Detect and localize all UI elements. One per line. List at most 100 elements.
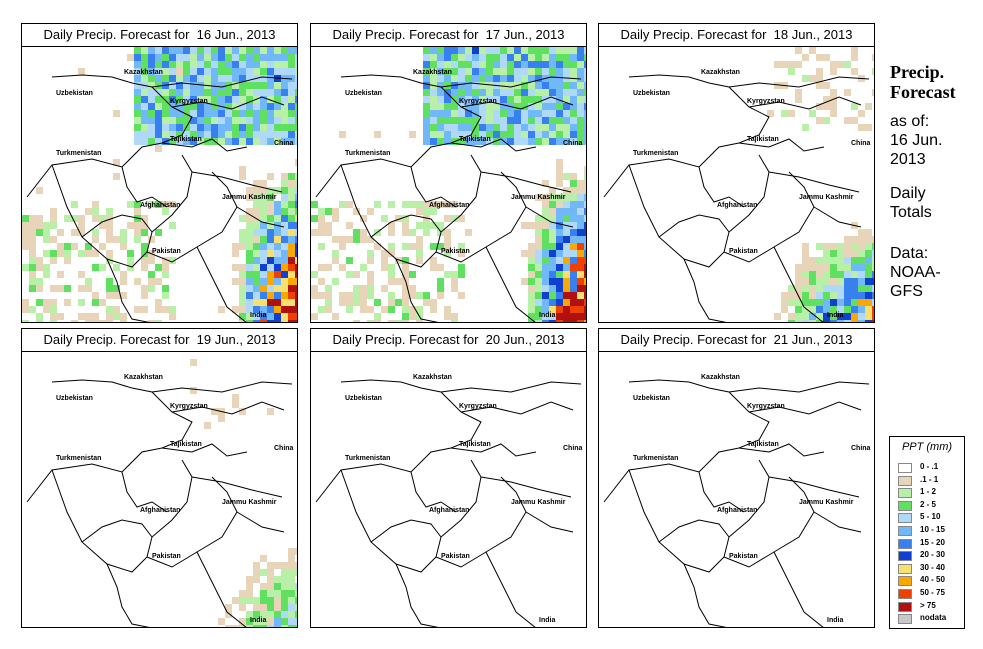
precip-cell	[528, 47, 535, 54]
precip-cell	[78, 229, 85, 236]
precip-cell	[36, 278, 43, 285]
precip-cell	[493, 89, 500, 96]
precip-cell	[274, 243, 281, 250]
precip-cell	[507, 138, 514, 145]
border-line	[435, 476, 527, 568]
precip-cell	[549, 257, 556, 264]
precip-cell	[43, 250, 50, 257]
precip-cell	[85, 250, 92, 257]
precip-cell	[563, 68, 570, 75]
precip-cell	[851, 320, 858, 322]
precip-cell	[402, 306, 409, 313]
precip-cell	[57, 250, 64, 257]
precip-cell	[367, 320, 374, 322]
precip-cell	[528, 278, 535, 285]
precip-cell	[281, 61, 288, 68]
precip-cell	[197, 138, 204, 145]
precip-cell	[521, 131, 528, 138]
precip-cell	[809, 285, 816, 292]
precip-cell	[211, 47, 218, 54]
precip-cell	[360, 299, 367, 306]
precip-cell	[260, 625, 267, 627]
precip-cell	[339, 243, 346, 250]
precip-cell	[155, 145, 162, 152]
precip-cell	[486, 117, 493, 124]
border-line	[738, 443, 825, 457]
precip-cell	[542, 320, 549, 322]
precip-cell	[500, 110, 507, 117]
country-label: Kyrgyzstan	[170, 98, 208, 105]
precip-cell	[288, 618, 295, 625]
precip-cell	[858, 229, 865, 236]
precip-cell	[141, 229, 148, 236]
precip-cell	[218, 110, 225, 117]
precip-cell	[528, 306, 535, 313]
precip-cell	[570, 299, 577, 306]
precip-cell	[64, 250, 71, 257]
precip-cell	[570, 173, 577, 180]
precip-cell	[535, 110, 542, 117]
precip-cell	[204, 47, 211, 54]
precip-cell	[204, 61, 211, 68]
precip-cell	[479, 54, 486, 61]
precip-cell	[267, 590, 274, 597]
precip-cell	[556, 68, 563, 75]
precip-cell	[556, 264, 563, 271]
precip-cell	[472, 131, 479, 138]
precip-cell	[43, 236, 50, 243]
precip-cell	[851, 264, 858, 271]
title-line1: Precip.	[890, 62, 945, 82]
precip-cell	[162, 306, 169, 313]
precip-cell	[318, 208, 325, 215]
precip-cell	[549, 47, 556, 54]
precip-cell	[267, 583, 274, 590]
precip-cell	[239, 173, 246, 180]
precip-cell	[288, 264, 295, 271]
precip-cell	[246, 278, 253, 285]
precip-cell	[556, 138, 563, 145]
precip-cell	[148, 89, 155, 96]
precip-cell	[127, 264, 134, 271]
precip-cell	[493, 103, 500, 110]
precip-cell	[169, 313, 176, 320]
precip-cell	[57, 243, 64, 250]
totals-line1: Daily	[890, 185, 926, 202]
precip-cell	[535, 75, 542, 82]
precip-cell	[816, 299, 823, 306]
precip-cell	[267, 201, 274, 208]
precip-cell	[816, 54, 823, 61]
precip-map: Kazakhstan Uzbekistan Kyrgyzstan Tajikistan…	[599, 351, 874, 627]
precip-cell	[556, 75, 563, 82]
border-line	[723, 476, 815, 568]
precip-cell	[225, 138, 232, 145]
precip-cell	[844, 61, 851, 68]
country-label: India	[827, 617, 843, 624]
map-svg: KazakhstanUzbekistanKyrgyzstanTajikistan…	[603, 47, 874, 322]
precip-cell	[274, 604, 281, 611]
precip-cell	[844, 285, 851, 292]
precip-cell	[444, 82, 451, 89]
precip-cell	[570, 110, 577, 117]
precip-cell	[295, 110, 297, 117]
precip-cell	[528, 131, 535, 138]
precip-cell	[809, 313, 816, 320]
precip-cell	[844, 117, 851, 124]
precip-cell	[295, 625, 297, 627]
precip-cell	[288, 320, 295, 322]
precip-cell	[465, 110, 472, 117]
precip-cell	[388, 292, 395, 299]
precip-cell	[162, 292, 169, 299]
precip-cell	[141, 222, 148, 229]
precip-cell	[211, 103, 218, 110]
precip-cell	[430, 124, 437, 131]
precip-cell	[816, 103, 823, 110]
precip-cell	[120, 243, 127, 250]
precip-cell	[232, 250, 239, 257]
precip-cell	[162, 285, 169, 292]
precip-cell	[246, 82, 253, 89]
precip-cell	[218, 96, 225, 103]
precip-cell	[374, 299, 381, 306]
precip-cell	[563, 229, 570, 236]
precip-cell	[395, 299, 402, 306]
country-label: Kazakhstan	[124, 69, 163, 76]
